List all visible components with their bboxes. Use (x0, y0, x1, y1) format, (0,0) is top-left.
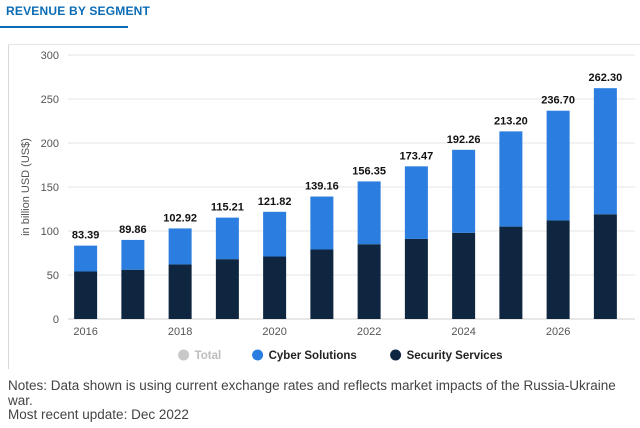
x-tick-label-2022: 2022 (357, 326, 381, 338)
bar-security-services-2021 (310, 249, 334, 319)
revenue-chart: 0 50 100 150 200 250 300 in billion USD (US$) 83… (20, 50, 635, 362)
total-label-2016: 83.39 (72, 230, 100, 242)
bar-cyber-solutions-2023 (404, 166, 428, 239)
bar-cyber-solutions-2020 (263, 211, 287, 257)
y-tick-label: 0 (53, 314, 59, 326)
y-tick-label: 50 (47, 270, 59, 282)
total-label-2026: 236.70 (541, 95, 575, 107)
total-label-2020: 121.82 (258, 196, 292, 208)
chart-panel: 0 50 100 150 200 250 300 in billion USD (US$) 83… (8, 44, 640, 369)
bar-security-services-2019 (215, 259, 239, 319)
bar-cyber-solutions-2016 (74, 245, 98, 272)
y-tick-label: 200 (41, 138, 59, 150)
bar-security-services-2027 (593, 214, 617, 319)
bar-security-services-2016 (74, 271, 98, 319)
legend-marker-cyber-solutions[interactable] (252, 349, 264, 361)
bar-security-services-2023 (404, 238, 428, 319)
total-label-2017: 89.86 (119, 224, 147, 236)
bar-cyber-solutions-2022 (357, 181, 381, 245)
legend-marker-total[interactable] (178, 349, 190, 361)
bar-security-services-2020 (263, 256, 287, 319)
legend-label-cyber-solutions[interactable]: Cyber Solutions (269, 350, 357, 362)
total-label-2023: 173.47 (400, 150, 434, 162)
total-label-2019: 115.21 (211, 202, 244, 214)
y-tick-label: 100 (41, 226, 59, 238)
x-tick-label-2018: 2018 (168, 326, 192, 338)
bar-security-services-2025 (499, 226, 523, 319)
bar-cyber-solutions-2024 (452, 149, 476, 233)
update-text: Most recent update: Dec 2022 (8, 407, 189, 422)
legend-label-total[interactable]: Total (195, 350, 222, 362)
bar-security-services-2017 (121, 269, 145, 319)
legend-marker-security-services[interactable] (390, 349, 402, 361)
y-tick-label: 300 (41, 50, 59, 62)
bar-security-services-2022 (357, 244, 381, 319)
bar-cyber-solutions-2019 (215, 217, 239, 260)
bar-cyber-solutions-2026 (546, 110, 570, 221)
bar-security-services-2018 (168, 264, 192, 319)
x-tick-label-2026: 2026 (546, 326, 570, 338)
y-tick-label: 250 (41, 94, 59, 106)
total-label-2018: 102.92 (163, 212, 197, 224)
total-label-2027: 262.30 (589, 72, 623, 84)
x-tick-label-2016: 2016 (73, 326, 97, 338)
total-label-2025: 213.20 (494, 115, 528, 127)
bar-cyber-solutions-2027 (593, 88, 617, 215)
x-tick-label-2020: 2020 (262, 326, 286, 338)
y-axis-title: in billion USD (US$) (20, 138, 32, 236)
bar-security-services-2026 (546, 220, 570, 319)
legend-label-security-services[interactable]: Security Services (407, 350, 503, 362)
bar-cyber-solutions-2025 (499, 131, 523, 227)
section-tab-title[interactable]: REVENUE BY SEGMENT (6, 4, 151, 18)
bar-cyber-solutions-2017 (121, 239, 145, 270)
total-label-2022: 156.35 (352, 165, 386, 177)
bar-security-services-2024 (452, 232, 476, 319)
bar-cyber-solutions-2021 (310, 196, 334, 250)
x-tick-label-2024: 2024 (451, 326, 475, 338)
y-tick-label: 150 (41, 182, 59, 194)
active-tab-underline (0, 26, 128, 28)
total-label-2024: 192.26 (447, 134, 481, 146)
bar-cyber-solutions-2018 (168, 228, 192, 265)
total-label-2021: 139.16 (305, 181, 339, 193)
notes-text: Notes: Data shown is using current excha… (8, 378, 616, 408)
